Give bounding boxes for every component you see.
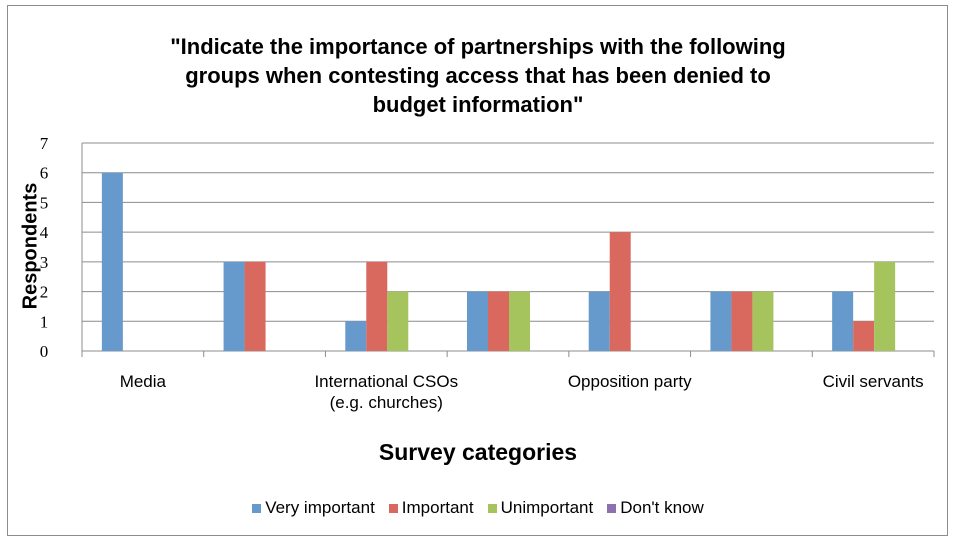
bar bbox=[509, 291, 530, 351]
bar bbox=[874, 261, 896, 351]
y-tick-label: 4 bbox=[40, 223, 49, 242]
chart-title-line-1: "Indicate the importance of partnerships… bbox=[170, 34, 786, 59]
bar bbox=[588, 291, 610, 351]
legend-swatch bbox=[252, 503, 262, 513]
chart-title-line-2: groups when contesting access that has b… bbox=[185, 63, 771, 88]
chart-title-line-3: budget information" bbox=[372, 92, 584, 117]
legend-label: Unimportant bbox=[500, 498, 594, 517]
x-tick-label: Civil servants bbox=[823, 372, 924, 391]
x-tick-label: Media bbox=[120, 372, 167, 391]
y-tick-label: 3 bbox=[40, 253, 49, 272]
legend-label: Very important bbox=[265, 498, 375, 517]
bar bbox=[223, 261, 245, 351]
bar bbox=[832, 291, 854, 351]
legend-item: Don't know bbox=[607, 498, 704, 518]
legend-swatch bbox=[388, 503, 398, 513]
x-tick-label: (e.g. churches) bbox=[330, 393, 443, 412]
x-axis-label: Survey categories bbox=[378, 439, 578, 465]
bar bbox=[488, 291, 509, 351]
legend-item: Very important bbox=[252, 498, 375, 518]
y-tick-label: 2 bbox=[40, 283, 49, 302]
chart-legend: Very important Important Unimportant Don't … bbox=[0, 498, 956, 518]
bar bbox=[752, 291, 774, 351]
legend-swatch bbox=[487, 503, 497, 513]
legend-label: Don't know bbox=[620, 498, 704, 517]
bar bbox=[244, 261, 266, 351]
x-tick-label: Opposition party bbox=[568, 372, 692, 391]
chart-title: "Indicate the importance of partnerships… bbox=[0, 32, 956, 119]
bar bbox=[366, 261, 388, 351]
legend-item: Important bbox=[388, 498, 474, 518]
legend-swatch bbox=[607, 503, 617, 513]
bar bbox=[101, 172, 123, 351]
bar bbox=[731, 291, 753, 351]
bar bbox=[345, 321, 367, 351]
x-tick-label: International CSOs bbox=[314, 372, 458, 391]
legend-label: Important bbox=[401, 498, 474, 517]
y-tick-label: 5 bbox=[40, 193, 49, 212]
y-tick-label: 7 bbox=[40, 134, 49, 153]
legend-item: Unimportant bbox=[487, 498, 594, 518]
chart-frame bbox=[7, 5, 948, 536]
y-tick-label: 1 bbox=[40, 312, 49, 331]
bar bbox=[710, 291, 732, 351]
y-axis-label: Respondents bbox=[19, 182, 42, 310]
bar bbox=[609, 232, 631, 351]
bar bbox=[467, 291, 488, 351]
bar bbox=[853, 321, 875, 351]
bar bbox=[387, 291, 409, 351]
y-tick-label: 6 bbox=[40, 164, 49, 183]
y-tick-label: 0 bbox=[40, 342, 49, 361]
